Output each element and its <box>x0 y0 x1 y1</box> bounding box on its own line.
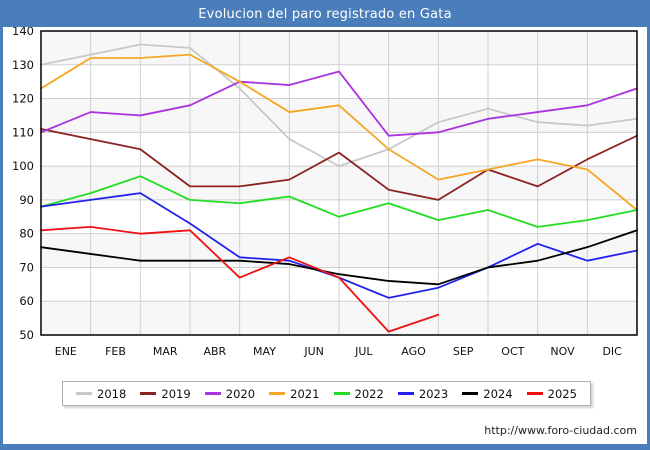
legend-color-swatch-2023 <box>397 392 414 395</box>
x-tick-may: MAY <box>253 345 276 358</box>
plot-frame <box>40 30 638 336</box>
x-tick-sep: SEP <box>453 345 474 358</box>
legend-item-2018[interactable]: 2018 <box>76 387 126 401</box>
x-tick-dic: DIC <box>602 345 622 358</box>
footer-divider <box>3 444 647 447</box>
legend-color-swatch-2020 <box>204 392 221 395</box>
legend-item-2022[interactable]: 2022 <box>333 386 384 401</box>
legend-color-swatch-2022 <box>333 392 350 395</box>
legend-item-2019[interactable]: 2019 <box>140 386 191 401</box>
legend-label-2022: 2022 <box>354 386 384 401</box>
legend-label-2019: 2019 <box>161 386 191 401</box>
legend-color-swatch-2024 <box>462 392 479 395</box>
legend-color-swatch-2019 <box>140 392 157 395</box>
x-tick-ene: ENE <box>55 345 77 358</box>
source-url: http://www.foro-ciudad.com <box>484 424 637 437</box>
data-series-lines <box>40 43 638 333</box>
legend-color-swatch-2025 <box>526 392 543 395</box>
y-tick-60: 60 <box>19 294 34 308</box>
x-tick-feb: FEB <box>105 345 126 358</box>
series-line-2019 <box>40 128 638 201</box>
series-line-2022 <box>40 175 638 228</box>
y-tick-70: 70 <box>19 260 34 274</box>
series-line-2018 <box>40 43 638 168</box>
x-tick-mar: MAR <box>153 345 178 358</box>
y-tick-50: 50 <box>19 328 34 342</box>
y-tick-140: 140 <box>12 27 34 38</box>
window-title: Evolucion del paro registrado en Gata <box>3 3 647 27</box>
legend-label-2018: 2018 <box>97 386 127 401</box>
legend-item-2021[interactable]: 2021 <box>269 387 319 401</box>
y-tick-80: 80 <box>19 227 34 241</box>
legend-label-2024: 2024 <box>483 386 513 401</box>
y-tick-110: 110 <box>12 125 34 139</box>
x-tick-ago: AGO <box>401 345 426 358</box>
legend-item-2023[interactable]: 2023 <box>397 386 449 401</box>
series-line-2024 <box>40 229 638 286</box>
line-chart: 50 60 70 80 90 100 110 120 130 140 ENE FEB MAR ABR MA… <box>12 27 638 358</box>
legend-color-swatch-2018 <box>76 392 93 395</box>
x-tick-abr: ABR <box>203 345 226 358</box>
legend-label-2020: 2020 <box>225 386 256 401</box>
gridlines <box>41 31 637 335</box>
chart-plot-area: 50 60 70 80 90 100 110 120 130 140 ENE FEB MAR ABR MA… <box>3 27 647 372</box>
legend-label-2021: 2021 <box>290 386 320 401</box>
y-tick-120: 120 <box>12 92 34 106</box>
y-tick-130: 130 <box>12 58 34 72</box>
x-tick-nov: NOV <box>550 345 575 358</box>
y-tick-90: 90 <box>19 193 34 207</box>
legend-items: 2018 2019 2020 2021 2022 2023 2024 2025 <box>63 382 590 405</box>
x-tick-oct: OCT <box>501 345 524 358</box>
x-axis-tick-labels: ENE FEB MAR ABR MAY JUN JUL AGO SEP OCT NOV DIC <box>55 345 622 358</box>
legend-item-2020[interactable]: 2020 <box>204 386 256 401</box>
legend-color-swatch-2021 <box>269 392 286 395</box>
y-axis-tick-labels: 50 60 70 80 90 100 110 120 130 140 <box>12 27 34 342</box>
x-tick-jul: JUL <box>354 345 373 358</box>
series-line-2020 <box>40 70 638 137</box>
series-line-2025 <box>40 226 440 333</box>
legend-item-2025[interactable]: 2025 <box>526 386 577 401</box>
legend-item-2024[interactable]: 2024 <box>462 386 513 401</box>
x-tick-jun: JUN <box>303 345 324 358</box>
chart-legend: 2018 2019 2020 2021 2022 2023 2024 2025 <box>62 381 591 406</box>
legend-label-2023: 2023 <box>418 386 449 401</box>
legend-label-2025: 2025 <box>547 386 577 401</box>
series-line-2021 <box>40 53 638 211</box>
y-tick-100: 100 <box>12 159 34 173</box>
